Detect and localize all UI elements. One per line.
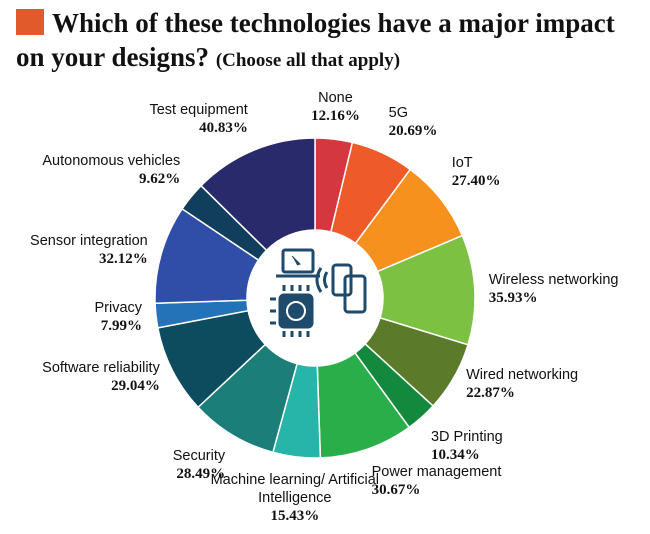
category-label: Power management [371,463,502,480]
category-label: None [318,90,353,107]
title-marker [16,9,44,35]
category-label: Autonomous vehicles [42,152,181,169]
center-icons [270,248,367,337]
value-label: 29.04% [111,377,160,394]
slice-label: Test equipment 40.83% [149,101,247,137]
value-label: 40.83% [199,120,248,137]
category-label: IoT [451,155,473,172]
value-label: 30.67% [371,481,421,498]
slice-label: Sensor integration 32.12% [30,232,148,268]
chart-title: Which of these technologies have a major… [16,8,615,72]
slice [199,137,316,252]
value-label: 27.40% [451,173,501,190]
value-label: 28.49% [176,466,226,482]
value-label: 32.12% [98,251,148,268]
value-label: 9.62% [138,170,181,187]
slice-label: 5G 20.69% [389,104,438,140]
value-label: 12.16% [311,108,360,125]
slice-label: Wireless networking 35.93% [489,271,619,307]
chart-subtitle: (Choose all that apply) [215,50,401,71]
value-label: 22.87% [466,385,515,402]
slice-label: IoT 27.40% [452,154,501,190]
slice-label: Machine learning/ Artificial Intelligenc… [210,471,380,525]
slice-label: Software reliability 29.04% [42,359,160,395]
slice-label: 3D Printing 10.34% [431,428,503,464]
category-label: Wireless networking [488,271,619,288]
category-label: Test equipment [149,102,248,119]
value-label: 15.43% [270,507,320,524]
category-label: Wired networking [466,367,579,384]
category-label: 3D Printing [430,428,503,445]
slice-label: Security 28.49% [173,447,225,483]
slice-label: Privacy 7.99% [95,299,143,335]
slice-label: Autonomous vehicles 9.62% [42,152,180,188]
slice-label: Wired networking 22.87% [466,366,578,402]
value-label: 20.69% [388,123,438,140]
value-label: 35.93% [488,289,538,306]
category-label: Privacy [94,300,143,317]
slice-label: None 12.16% [311,89,360,125]
category-label: Machine learning/ Artificial Intelligenc… [210,471,380,506]
value-label: 7.99% [100,318,143,335]
category-label: 5G [388,105,408,122]
category-label: Sensor integration [30,233,148,250]
category-label: Security [172,448,226,464]
value-label: 10.34% [430,446,480,463]
slice-label: Power management 30.67% [372,463,502,499]
title-block: Which of these technologies have a major… [16,6,646,78]
category-label: Software reliability [42,359,160,376]
